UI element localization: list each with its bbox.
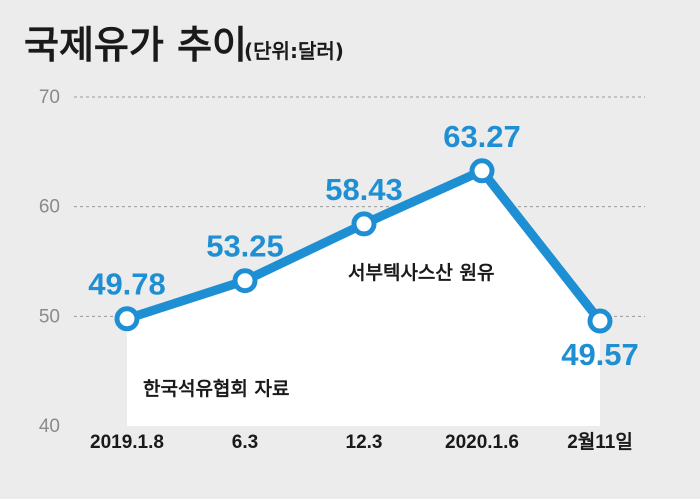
- chart-title: 국제유가 추이: [24, 23, 247, 67]
- area-shape: [127, 170, 600, 426]
- data-label: 49.78: [88, 267, 166, 302]
- data-labels: 49.78 53.25 58.43 63.27 49.57: [88, 119, 639, 372]
- x-tick-label: 2월11일: [567, 431, 633, 453]
- y-tick-label: 70: [39, 87, 60, 108]
- area-fill: [127, 170, 600, 426]
- unit-label: (단위:달러): [244, 39, 344, 63]
- x-tick-label: 12.3: [346, 432, 383, 453]
- data-point: [587, 308, 613, 334]
- y-axis: 40 50 60 70: [39, 87, 60, 437]
- data-point: [351, 211, 377, 237]
- x-tick-label: 2019.1.8: [90, 432, 164, 453]
- data-points: [114, 158, 613, 334]
- y-tick-label: 50: [39, 306, 60, 327]
- source-label: 한국석유협회 자료: [143, 378, 289, 400]
- data-label: 63.27: [443, 119, 521, 154]
- data-point: [232, 268, 258, 294]
- y-tick-label: 60: [39, 197, 60, 218]
- data-point: [469, 158, 495, 184]
- x-tick-label: 2020.1.6: [445, 432, 519, 453]
- y-tick-label: 40: [39, 416, 60, 437]
- data-label: 53.25: [206, 229, 284, 264]
- x-tick-label: 6.3: [232, 432, 258, 453]
- series-label: 서부텍사스산 원유: [348, 262, 494, 284]
- data-label: 49.57: [561, 337, 639, 372]
- data-label: 58.43: [325, 172, 403, 207]
- data-point: [114, 306, 140, 332]
- x-axis: 2019.1.8 6.3 12.3 2020.1.6 2월11일: [90, 431, 633, 453]
